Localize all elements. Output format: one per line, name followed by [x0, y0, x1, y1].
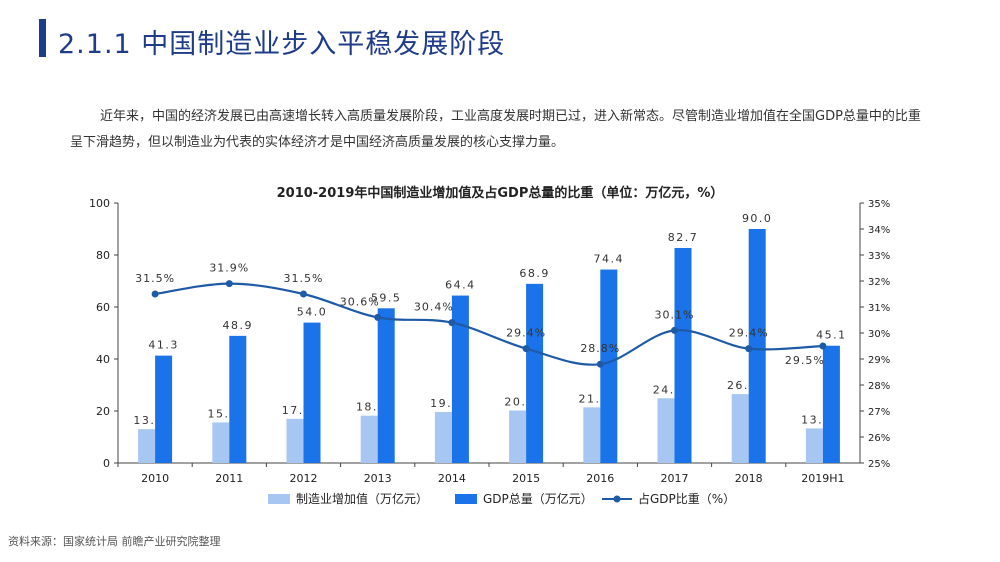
x-tick-label: 2018	[735, 472, 763, 485]
intro-paragraph: 近年来，中国的经济发展已由高速增长转入高质量发展阶段，工业高度发展时期已过，进入…	[70, 109, 921, 150]
bar-gdp-label: 68.9	[519, 267, 550, 280]
ratio-point	[151, 290, 159, 298]
ratio-point	[225, 280, 233, 288]
bar-manufacturing	[360, 415, 378, 463]
ratio-point-label: 31.9%	[209, 262, 249, 275]
legend-swatch-manufacturing	[268, 494, 290, 504]
y-right-tick-label: 30%	[868, 329, 890, 340]
bar-gdp-label: 90.0	[742, 212, 773, 225]
x-tick-label: 2015	[512, 472, 540, 485]
y-right-tick-label: 29%	[868, 355, 890, 366]
bar-manufacturing	[434, 412, 452, 463]
y-right-tick-label: 25%	[868, 459, 890, 470]
bar-gdp-label: 64.4	[445, 279, 476, 292]
bar-manufacturing	[509, 410, 527, 463]
bar-manufacturing	[212, 422, 230, 463]
bar-gdp	[303, 322, 321, 463]
ratio-point	[522, 345, 530, 353]
bar-gdp	[229, 335, 247, 463]
ratio-point	[300, 290, 307, 298]
bar-gdp	[526, 283, 544, 463]
y-left-tick-label: 0	[103, 457, 110, 470]
y-left-tick-label: 80	[96, 249, 110, 262]
y-right-tick-label: 26%	[868, 433, 890, 444]
y-left-tick-label: 40	[96, 353, 110, 366]
ratio-point-label: 30.4%	[414, 301, 454, 314]
page-title: 2.1.1 中国制造业步入平稳发展阶段	[58, 29, 506, 60]
x-tick-label: 2011	[215, 472, 243, 485]
x-tick-label: 2019H1	[801, 472, 844, 485]
bar-gdp-label: 48.9	[223, 319, 254, 332]
ratio-point	[448, 319, 456, 327]
legend-swatch-gdp	[455, 494, 477, 504]
legend-label-ratio: 占GDP比重（%）	[638, 491, 735, 506]
bar-gdp	[822, 345, 840, 463]
y-right-tick-label: 33%	[868, 251, 890, 262]
bar-gdp	[377, 308, 395, 463]
ratio-point	[671, 326, 678, 334]
y-right-tick-label: 28%	[868, 381, 890, 392]
title-accent-bar	[39, 19, 46, 57]
y-right-tick-label: 35%	[868, 199, 890, 210]
bar-gdp	[748, 229, 766, 463]
ratio-point-label: 29.5%	[785, 354, 825, 367]
ratio-point-label: 30.1%	[655, 308, 695, 321]
x-tick-label: 2010	[141, 472, 169, 485]
y-right-tick-label: 31%	[868, 303, 890, 314]
legend-swatch-ratio-dot	[613, 495, 621, 503]
chart-title: 2010-2019年中国制造业增加值及占GDP总量的比重（单位：万亿元，%）	[276, 186, 724, 201]
ratio-point-label: 31.5%	[284, 272, 324, 285]
bar-gdp-label: 74.4	[594, 253, 625, 266]
bar-gdp	[600, 269, 618, 463]
x-tick-label: 2017	[661, 472, 689, 485]
ratio-point-label: 31.5%	[135, 272, 175, 285]
bar-manufacturing	[731, 394, 749, 463]
bar-gdp-label: 59.5	[371, 291, 402, 304]
x-tick-label: 2014	[438, 472, 466, 485]
x-tick-label: 2012	[290, 472, 318, 485]
bar-manufacturing	[805, 428, 823, 463]
ratio-point-label: 28.8%	[580, 342, 620, 355]
ratio-point	[374, 313, 382, 321]
x-tick-label: 2016	[586, 472, 614, 485]
bar-gdp-label: 45.1	[816, 329, 847, 342]
ratio-point-label: 29.4%	[506, 327, 546, 340]
ratio-line	[154, 282, 823, 366]
bar-manufacturing	[583, 407, 601, 463]
ratio-point-label: 30.6%	[340, 295, 380, 308]
bar-gdp	[451, 295, 469, 463]
ratio-point	[745, 345, 753, 353]
bar-gdp	[155, 355, 173, 463]
bar-manufacturing	[286, 418, 304, 463]
bar-gdp-label: 54.0	[297, 306, 328, 319]
y-right-tick-label: 34%	[868, 225, 890, 236]
y-right-tick-label: 32%	[868, 277, 890, 288]
y-left-tick-label: 20	[96, 405, 110, 418]
bar-manufacturing	[657, 398, 675, 463]
ratio-point	[596, 360, 604, 368]
legend-label-manufacturing: 制造业增加值（万亿元）	[296, 491, 428, 506]
y-left-tick-label: 60	[96, 301, 110, 314]
legend-label-gdp: GDP总量（万亿元）	[483, 491, 593, 506]
y-right-tick-label: 27%	[868, 407, 890, 418]
x-tick-label: 2013	[364, 472, 392, 485]
bar-manufacturing	[138, 429, 156, 463]
ratio-point	[819, 342, 827, 350]
bar-gdp	[674, 247, 692, 463]
bar-gdp-label: 82.7	[668, 231, 699, 244]
y-left-tick-label: 100	[89, 197, 110, 210]
bar-gdp-label: 41.3	[148, 339, 179, 352]
source-note: 资料来源：国家统计局 前瞻产业研究院整理	[8, 535, 221, 548]
ratio-point-label: 29.4%	[729, 327, 769, 340]
